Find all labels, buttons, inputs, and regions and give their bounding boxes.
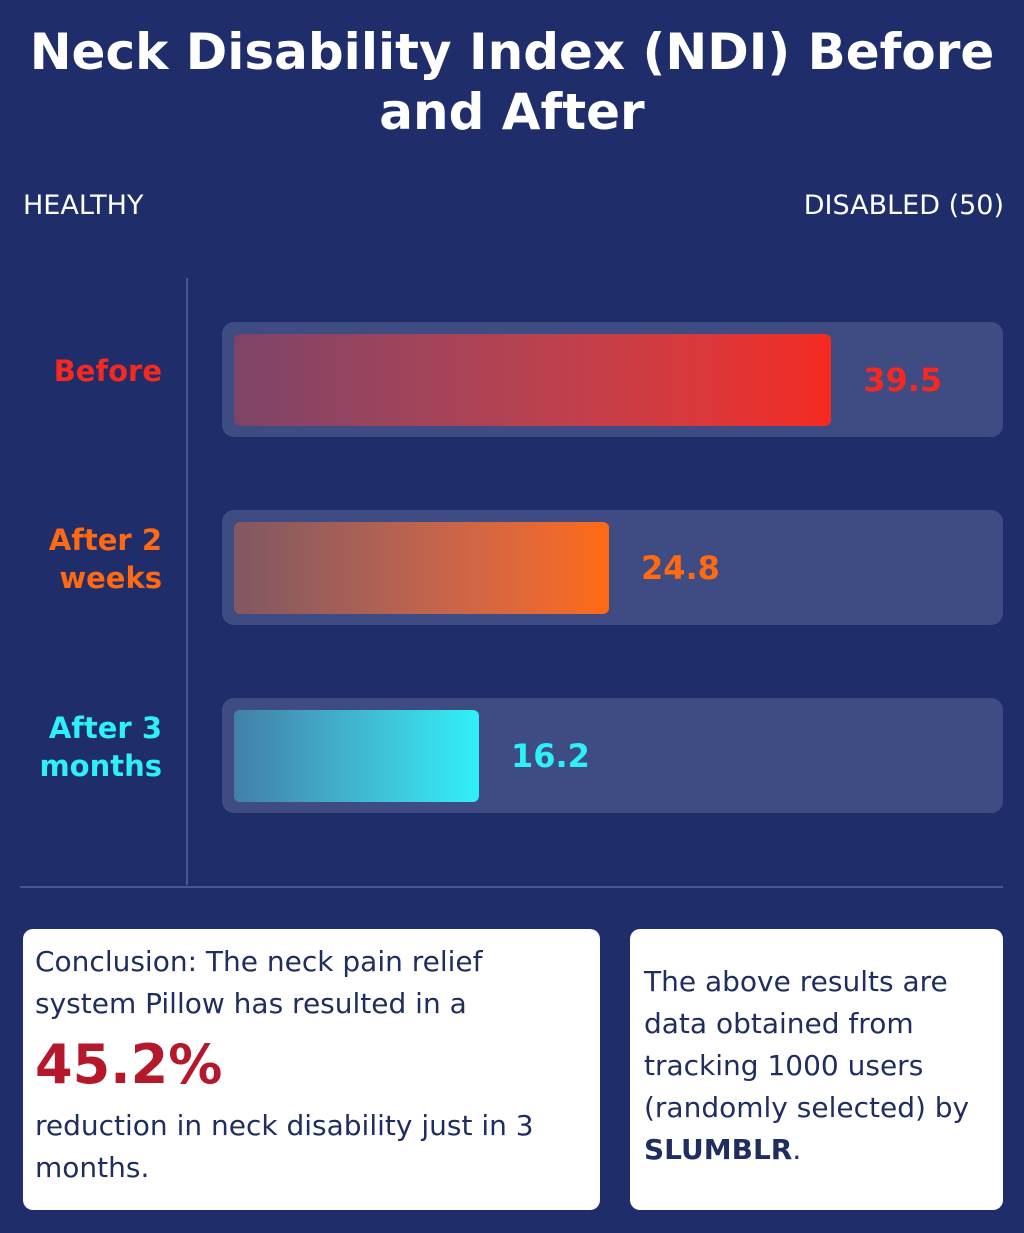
bar xyxy=(234,522,609,614)
axis-label-right: DISABLED (50) xyxy=(803,190,1004,221)
bar xyxy=(234,710,479,802)
category-label: Before xyxy=(53,354,162,388)
value-label: 16.2 xyxy=(510,737,590,775)
category-label: After 2 weeks xyxy=(48,523,162,595)
source-box: The above results are data obtained from… xyxy=(630,929,1003,1210)
axis-line xyxy=(186,278,188,885)
axis-label-left: HEALTHY xyxy=(23,190,144,221)
value-label: 39.5 xyxy=(863,361,943,399)
bar xyxy=(234,334,832,426)
chart-title: Neck Disability Index (NDI) Before and A… xyxy=(29,23,995,141)
brand: SLUMBLR xyxy=(644,1133,793,1166)
value-label: 24.8 xyxy=(640,549,720,587)
divider xyxy=(20,886,1003,888)
category-label: After 3 months xyxy=(39,711,162,783)
conclusion-highlight: 45.2% xyxy=(35,1033,223,1096)
source-end: . xyxy=(792,1133,802,1166)
conclusion-text: reduction in neck disability just in 3 m… xyxy=(35,1109,534,1184)
source-text: The above results are data obtained from… xyxy=(644,965,970,1124)
conclusion-text: Conclusion: The neck pain relief system … xyxy=(35,945,483,1020)
conclusion-box: Conclusion: The neck pain relief system … xyxy=(23,929,600,1210)
